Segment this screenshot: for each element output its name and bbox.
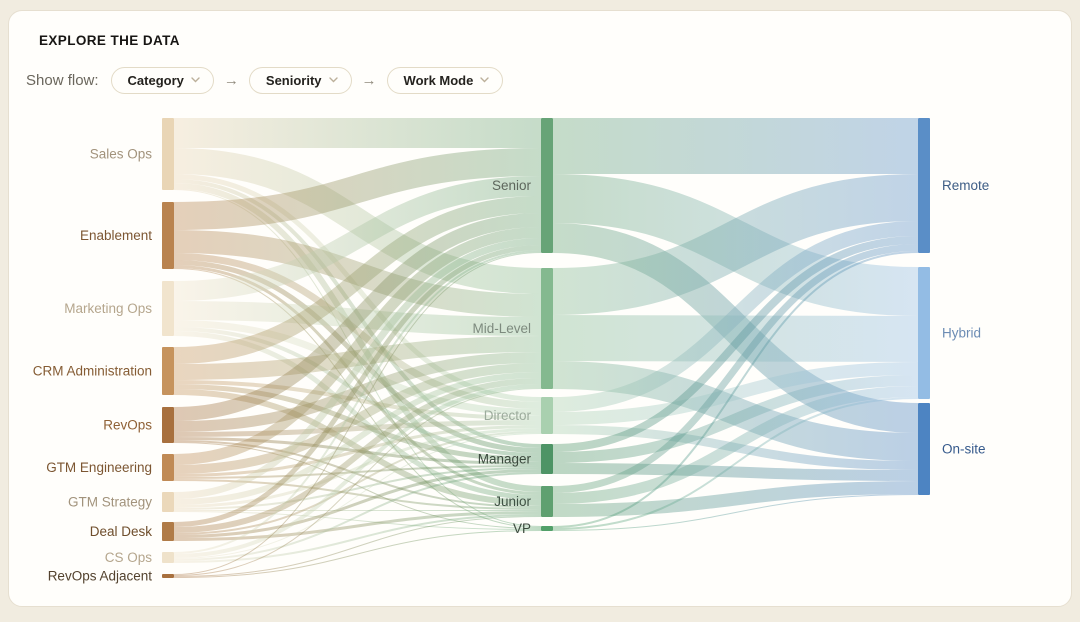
sankey-link-revops-mid-level[interactable] [173,352,542,432]
sankey-node-crm-administration[interactable] [162,347,174,395]
node-label-mid-level: Mid-Level [472,321,531,336]
node-label-gtm-strategy: GTM Strategy [68,495,152,510]
sankey-node-director[interactable] [541,397,553,434]
sankey-link-gtm-strategy-senior[interactable] [173,238,542,499]
dropdown-category[interactable]: Category [110,66,214,94]
sankey-link-marketing-ops-senior[interactable] [173,176,542,301]
node-label-marketing-ops: Marketing Ops [64,301,152,316]
sankey-link-deal-desk-manager[interactable] [173,469,542,538]
sankey-link-crm-administration-senior[interactable] [173,196,542,364]
node-label-revops: RevOps [103,418,152,433]
sankey-link-enablement-director[interactable] [173,253,542,409]
sankey-link-director-hybrid[interactable] [552,362,919,425]
sankey-link-gtm-engineering-senior[interactable] [173,227,542,465]
dropdown-work-mode-label: Work Mode [403,72,474,88]
sankey-node-vp[interactable] [541,526,553,531]
flow-controls: Show flow: Category → Seniority → Work M… [26,66,504,94]
show-flow-label: Show flow: [26,71,99,89]
node-label-cs-ops: CS Ops [105,550,153,565]
node-label-on-site: On-site [942,442,986,457]
sankey-link-revops-adjacent-junior[interactable] [173,516,542,577]
sankey-link-cs-ops-director[interactable] [173,433,542,559]
sankey-node-on-site[interactable] [918,403,930,495]
sankey-link-cs-ops-mid-level[interactable] [173,384,542,558]
sankey-link-mid-level-remote[interactable] [552,174,919,315]
node-label-hybrid: Hybrid [942,326,981,341]
sankey-link-manager-hybrid[interactable] [552,375,919,463]
sankey-link-director-remote[interactable] [552,221,919,412]
node-label-senior: Senior [492,178,532,193]
flow-arrow-icon: → [361,71,377,89]
sankey-link-manager-on-site[interactable] [552,463,919,481]
sankey-link-revops-adjacent-senior[interactable] [173,252,542,575]
sankey-node-manager[interactable] [541,444,553,474]
sankey-node-hybrid[interactable] [918,267,930,399]
sankey-link-revops-adjacent-mid-level[interactable] [173,388,542,576]
sankey-node-gtm-engineering[interactable] [162,454,174,481]
sankey-nodes [162,118,930,578]
sankey-node-gtm-strategy[interactable] [162,492,174,512]
sankey-link-enablement-senior[interactable] [173,148,542,230]
sankey-node-senior[interactable] [541,118,553,253]
chevron-down-icon [480,77,490,83]
node-label-manager: Manager [478,452,532,467]
sankey-node-cs-ops[interactable] [162,552,174,563]
sankey-link-mid-level-on-site[interactable] [552,361,919,461]
sankey-link-deal-desk-senior[interactable] [173,245,542,527]
sankey-link-junior-on-site[interactable] [552,481,919,517]
dropdown-work-mode[interactable]: Work Mode [386,66,504,94]
sankey-link-cs-ops-senior[interactable] [173,250,542,554]
sankey-link-manager-remote[interactable] [552,236,919,452]
sankey-link-crm-administration-mid-level[interactable] [173,336,542,380]
sankey-link-gtm-strategy-director[interactable] [173,428,542,508]
sankey-link-gtm-engineering-director[interactable] [173,425,542,477]
sankey-link-vp-on-site[interactable] [552,494,919,531]
sankey-node-remote[interactable] [918,118,930,253]
sankey-link-vp-hybrid[interactable] [552,397,919,530]
node-label-gtm-engineering: GTM Engineering [46,460,152,475]
node-label-revops-adjacent: RevOps Adjacent [48,569,153,584]
dropdown-seniority[interactable]: Seniority [248,66,352,94]
dropdown-category-label: Category [127,72,184,88]
sankey-links [173,117,919,578]
sankey-link-vp-remote[interactable] [552,251,919,528]
sankey-link-revops-senior[interactable] [173,213,542,421]
node-label-crm-administration: CRM Administration [33,364,152,379]
sankey-link-cs-ops-junior[interactable] [173,514,542,563]
sankey-node-sales-ops[interactable] [162,118,174,190]
node-label-enablement: Enablement [80,228,152,243]
dropdown-seniority-label: Seniority [265,72,322,88]
node-label-deal-desk: Deal Desk [90,524,153,539]
sankey-node-junior[interactable] [541,486,553,517]
sankey-link-cs-ops-manager[interactable] [173,472,542,561]
sankey-link-crm-administration-director[interactable] [173,380,542,420]
sankey-link-junior-remote[interactable] [552,244,919,493]
sankey-node-revops-adjacent[interactable] [162,574,174,578]
sankey-link-sales-ops-mid-level[interactable] [173,148,542,294]
sankey-labels: Sales Ops Enablement Marketing Ops CRM Admi… [33,147,990,584]
sankey-link-deal-desk-mid-level[interactable] [173,378,542,533]
node-label-director: Director [484,408,532,423]
sankey-link-revops-director[interactable] [173,420,542,437]
sankey-node-revops[interactable] [162,407,174,443]
node-label-junior: Junior [494,494,531,509]
sankey-node-deal-desk[interactable] [162,522,174,541]
node-label-remote: Remote [942,178,989,193]
chevron-down-icon [191,77,200,83]
node-label-vp: VP [513,521,531,536]
node-label-sales-ops: Sales Ops [90,147,153,162]
sankey-link-gtm-strategy-manager[interactable] [173,467,542,510]
sankey-node-marketing-ops[interactable] [162,281,174,336]
sankey-link-gtm-engineering-mid-level[interactable] [173,363,542,474]
chevron-down-icon [328,77,338,83]
page-title: EXPLORE THE DATA [39,33,180,48]
sankey-link-revops-adjacent-vp[interactable] [173,530,542,578]
sankey-link-gtm-strategy-mid-level[interactable] [173,372,542,505]
sankey-link-deal-desk-director[interactable] [173,431,542,535]
sankey-link-junior-hybrid[interactable] [552,386,919,504]
flow-arrow-icon: → [223,71,239,89]
sankey-node-mid-level[interactable] [541,268,553,389]
sankey-node-enablement[interactable] [162,202,174,269]
